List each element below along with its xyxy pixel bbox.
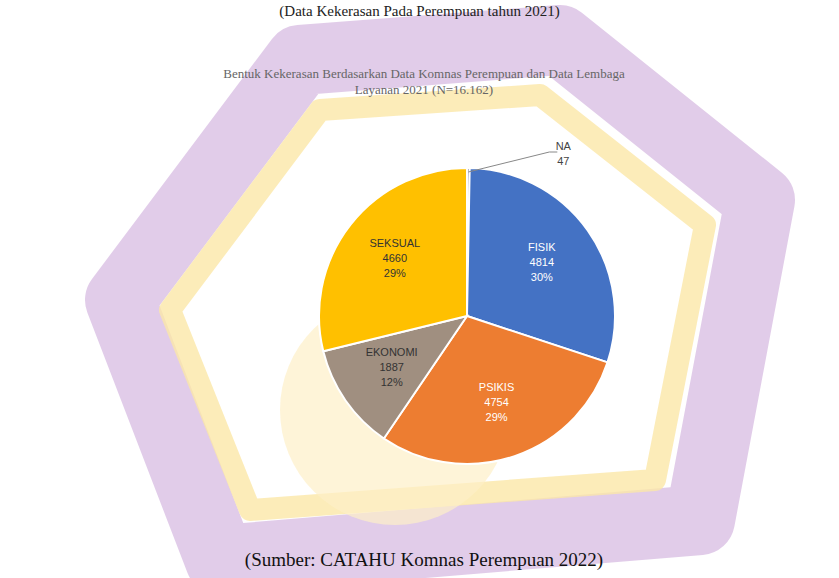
leader-line	[468, 152, 557, 172]
data-label: 47	[557, 155, 569, 167]
percent-label: 30%	[531, 271, 553, 283]
pie	[319, 168, 615, 464]
percent-label: 29%	[486, 411, 508, 423]
watermark	[120, 40, 760, 560]
chart: (Data Kekerasan Pada Perempuan tahun 202…	[0, 0, 839, 578]
slice-label: PSIKIS	[479, 381, 514, 393]
data-label: 4660	[383, 252, 407, 264]
slice	[319, 168, 467, 351]
data-labels	[468, 152, 557, 172]
slice-label: SEKSUAL	[369, 237, 420, 249]
watermark-shape	[170, 95, 705, 510]
data-label: 4814	[530, 256, 554, 268]
watermark-shape	[120, 40, 760, 560]
percent-label: 12%	[381, 376, 403, 388]
data-label: 4754	[484, 396, 508, 408]
caption: (Data Kekerasan Pada Perempuan tahun 202…	[279, 3, 559, 20]
percent-label: 29%	[384, 267, 406, 279]
title: Bentuk Kekerasan Berdasarkan Data Komnas…	[223, 66, 625, 97]
source: (Sumber: CATAHU Komnas Perempuan 2022)	[245, 549, 603, 571]
slice-label: NA	[556, 140, 572, 152]
slice-label: FISIK	[528, 241, 556, 253]
data-label: 1887	[379, 361, 403, 373]
slice-label: EKONOMI	[366, 346, 418, 358]
